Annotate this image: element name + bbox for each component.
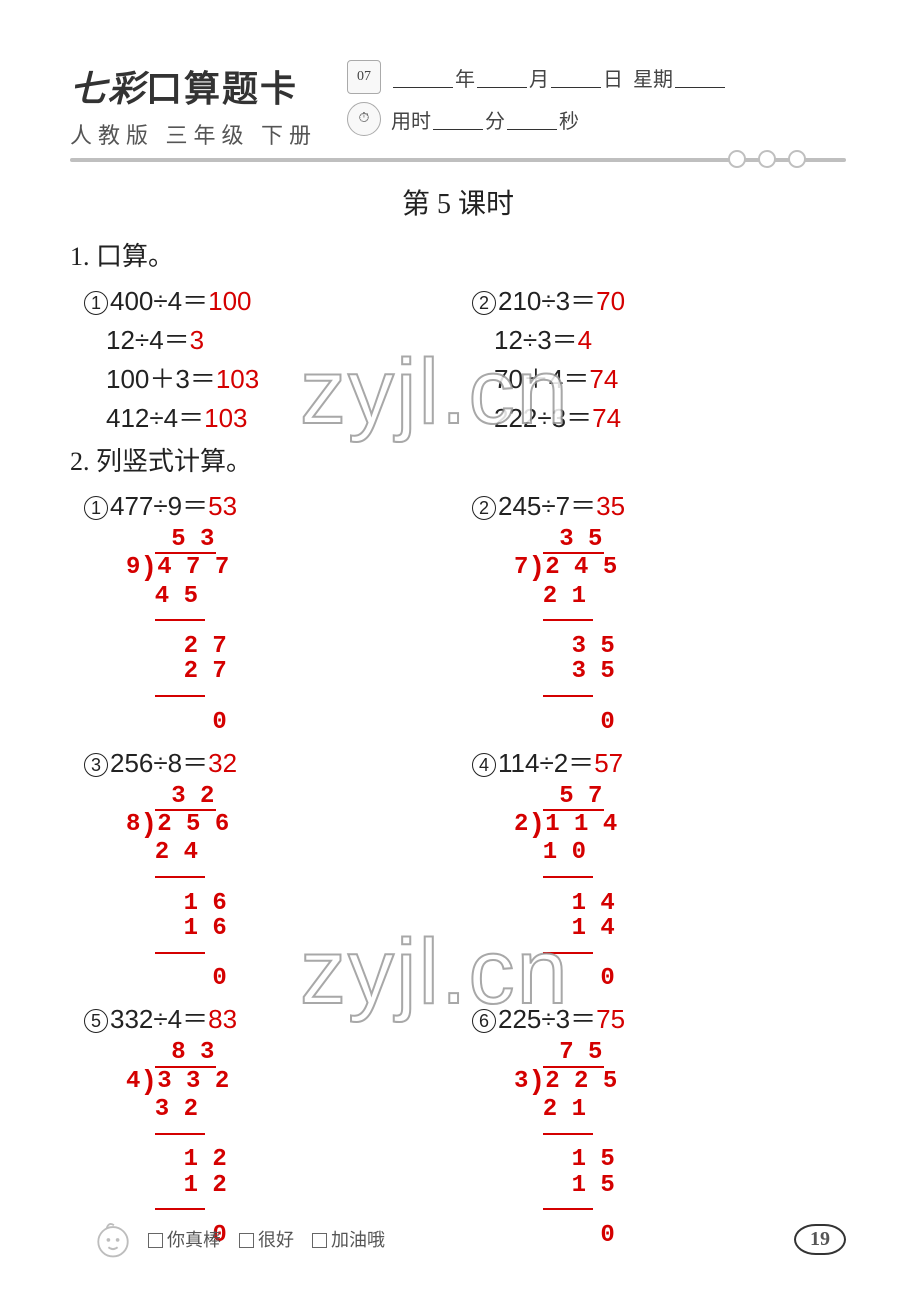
- expression: 70＋4＝: [494, 364, 589, 394]
- mascot-icon: [90, 1216, 136, 1262]
- item-number: 6: [472, 1009, 496, 1033]
- date-block: 07 年 月 日 星期 ⏱ 用时 分 秒: [317, 60, 846, 144]
- binder-dots: [728, 150, 806, 168]
- item-number: 5: [84, 1009, 108, 1033]
- equation: 222÷3＝74: [494, 398, 846, 435]
- long-division: 5 721 1 4 1 0 1 4 1 4 0: [514, 784, 846, 992]
- item-number: 1: [84, 496, 108, 520]
- section2-label: 2. 列竖式计算。: [70, 441, 846, 478]
- section1-label: 1. 口算。: [70, 236, 846, 273]
- worksheet-header: 七彩口算题卡 人教版 三年级 下册 07 年 月 日 星期 ⏱ 用时 分 秒: [70, 60, 846, 150]
- expression: 222÷3＝: [494, 403, 592, 433]
- answer: 4: [578, 325, 592, 355]
- footer-option[interactable]: 很好: [239, 1230, 294, 1250]
- answer: 83: [208, 1004, 237, 1034]
- expression: 12÷3＝: [494, 325, 578, 355]
- answer: 100: [208, 286, 251, 316]
- equation: 5332÷4＝83: [84, 999, 458, 1036]
- equation: 3256÷8＝32: [84, 743, 458, 780]
- expression: 412÷4＝: [106, 403, 204, 433]
- title-suffix: 口算题卡: [146, 69, 298, 109]
- answer: 32: [208, 748, 237, 778]
- expression: 210÷3＝: [498, 286, 596, 316]
- answer: 74: [589, 364, 618, 394]
- item-number: 2: [472, 291, 496, 315]
- expression: 400÷4＝: [110, 286, 208, 316]
- title-prefix: 七彩: [70, 69, 146, 109]
- equation: 1477÷9＝53: [84, 486, 458, 523]
- answer: 53: [208, 491, 237, 521]
- title-block: 七彩口算题卡 人教版 三年级 下册: [70, 60, 317, 150]
- expression: 100＋3＝: [106, 364, 216, 394]
- expression: 225÷3＝: [498, 1004, 596, 1034]
- equation: 2245÷7＝35: [472, 486, 846, 523]
- section2-row: 1477÷9＝53 5 394 7 7 4 5 2 7 2 7 02245÷7＝…: [70, 484, 846, 741]
- date-row: 07 年 月 日 星期: [347, 60, 846, 94]
- section2-item: 4114÷2＝57 5 721 1 4 1 0 1 4 1 4 0: [458, 741, 846, 998]
- worksheet-footer: 你真棒很好加油哦 19: [90, 1216, 846, 1262]
- checkbox-icon[interactable]: [148, 1233, 163, 1248]
- section2-item: 2245÷7＝35 3 572 4 5 2 1 3 5 3 5 0: [458, 484, 846, 741]
- subtitle: 人教版 三年级 下册: [70, 118, 317, 150]
- day-blank[interactable]: [551, 66, 601, 88]
- long-division: 5 394 7 7 4 5 2 7 2 7 0: [126, 527, 458, 735]
- answer: 35: [596, 491, 625, 521]
- expression: 256÷8＝: [110, 748, 208, 778]
- answer: 3: [190, 325, 204, 355]
- weekday-blank[interactable]: [675, 66, 725, 88]
- equation: 6225÷3＝75: [472, 999, 846, 1036]
- footer-option[interactable]: 你真棒: [148, 1230, 221, 1250]
- answer: 75: [596, 1004, 625, 1034]
- equation: 12÷3＝4: [494, 320, 846, 357]
- item-number: 1: [84, 291, 108, 315]
- section2-item: 1477÷9＝53 5 394 7 7 4 5 2 7 2 7 0: [70, 484, 458, 741]
- equation: 70＋4＝74: [494, 359, 846, 396]
- expression: 477÷9＝: [110, 491, 208, 521]
- equation: 12÷4＝3: [106, 320, 458, 357]
- section2-item: 3256÷8＝32 3 282 5 6 2 4 1 6 1 6 0: [70, 741, 458, 998]
- checkbox-icon[interactable]: [312, 1233, 327, 1248]
- clock-icon: ⏱: [347, 102, 381, 136]
- year-blank[interactable]: [393, 66, 453, 88]
- main-title: 七彩口算题卡: [70, 60, 317, 112]
- expression: 332÷4＝: [110, 1004, 208, 1034]
- long-division: 3 282 5 6 2 4 1 6 1 6 0: [126, 784, 458, 992]
- answer: 103: [204, 403, 247, 433]
- min-blank[interactable]: [433, 108, 483, 130]
- section2-body: 1477÷9＝53 5 394 7 7 4 5 2 7 2 7 02245÷7＝…: [70, 484, 846, 1254]
- time-row: ⏱ 用时 分 秒: [347, 102, 846, 136]
- equation: 100＋3＝103: [106, 359, 458, 396]
- answer: 70: [596, 286, 625, 316]
- answer: 57: [594, 748, 623, 778]
- lesson-title: 第 5 课时: [70, 182, 846, 222]
- equation: 2210÷3＝70: [472, 281, 846, 318]
- equation: 1400÷4＝100: [84, 281, 458, 318]
- page-number: 19: [794, 1224, 846, 1255]
- long-division: 3 572 4 5 2 1 3 5 3 5 0: [514, 527, 846, 735]
- answer: 103: [216, 364, 259, 394]
- header-divider: [70, 158, 846, 162]
- item-number: 2: [472, 496, 496, 520]
- expression: 114÷2＝: [498, 748, 594, 778]
- calendar-icon: 07: [347, 60, 381, 94]
- section1-cols: 1400÷4＝10012÷4＝3100＋3＝103412÷4＝103 2210÷…: [70, 279, 846, 437]
- section1-right: 2210÷3＝7012÷3＝470＋4＝74222÷3＝74: [458, 279, 846, 437]
- checkbox-icon[interactable]: [239, 1233, 254, 1248]
- equation: 412÷4＝103: [106, 398, 458, 435]
- sec-blank[interactable]: [507, 108, 557, 130]
- section2-row: 3256÷8＝32 3 282 5 6 2 4 1 6 1 6 04114÷2＝…: [70, 741, 846, 998]
- footer-option[interactable]: 加油哦: [312, 1230, 385, 1250]
- answer: 74: [592, 403, 621, 433]
- expression: 12÷4＝: [106, 325, 190, 355]
- item-number: 4: [472, 753, 496, 777]
- month-blank[interactable]: [477, 66, 527, 88]
- expression: 245÷7＝: [498, 491, 596, 521]
- item-number: 3: [84, 753, 108, 777]
- section1-left: 1400÷4＝10012÷4＝3100＋3＝103412÷4＝103: [70, 279, 458, 437]
- footer-options: 你真棒很好加油哦: [148, 1226, 403, 1252]
- equation: 4114÷2＝57: [472, 743, 846, 780]
